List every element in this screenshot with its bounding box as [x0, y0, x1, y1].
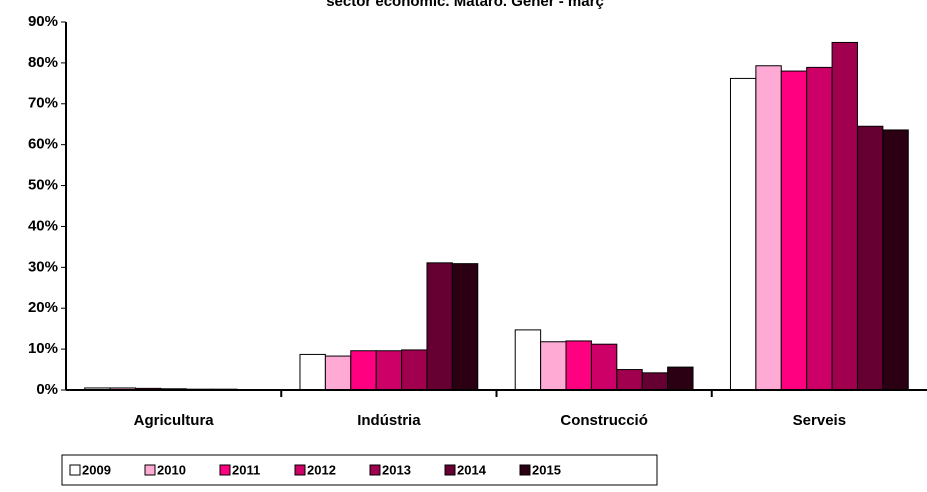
y-tick-label: 80% [28, 54, 58, 71]
bar [617, 370, 642, 390]
legend-swatch [295, 465, 305, 475]
bar [832, 42, 857, 390]
legend-label: 2014 [457, 462, 487, 477]
legend-label: 2011 [232, 462, 260, 477]
bar [515, 330, 540, 390]
bar [591, 344, 616, 390]
bar [452, 264, 477, 390]
bar [427, 263, 452, 390]
bar [857, 126, 882, 390]
x-tick-label: Agricultura [134, 412, 215, 429]
bar [566, 341, 591, 390]
bar [807, 67, 832, 390]
bar [883, 130, 908, 390]
bar [756, 66, 781, 390]
bar [668, 367, 693, 390]
legend-label: 2015 [532, 462, 561, 477]
bar [642, 373, 667, 390]
y-tick-label: 20% [28, 299, 58, 316]
bar [402, 350, 427, 390]
x-tick-label: Indústria [357, 412, 421, 429]
legend-label: 2012 [307, 462, 336, 477]
legend-label: 2013 [382, 462, 411, 477]
y-tick-label: 90% [28, 13, 58, 30]
bar [325, 356, 350, 390]
y-tick-label: 30% [28, 258, 58, 275]
bar [300, 354, 325, 390]
legend-label: 2010 [157, 462, 186, 477]
x-tick-label: Construcció [560, 412, 648, 429]
x-tick-label: Serveis [793, 412, 846, 429]
legend-swatch [370, 465, 380, 475]
y-tick-label: 60% [28, 136, 58, 153]
legend-swatch [70, 465, 80, 475]
chart-title: sector econòmic. Mataró. Gener - març [326, 0, 604, 10]
bar [376, 351, 401, 390]
legend-swatch [520, 465, 530, 475]
legend-swatch [445, 465, 455, 475]
bar [351, 351, 376, 390]
legend-label: 2009 [82, 462, 111, 477]
y-tick-label: 50% [28, 177, 58, 194]
y-tick-label: 0% [36, 381, 58, 398]
legend-swatch [145, 465, 155, 475]
y-tick-label: 40% [28, 217, 58, 234]
y-tick-label: 70% [28, 95, 58, 112]
bar [541, 342, 566, 390]
bar [781, 71, 806, 390]
bar [730, 78, 755, 390]
y-tick-label: 10% [28, 340, 58, 357]
legend-swatch [220, 465, 230, 475]
